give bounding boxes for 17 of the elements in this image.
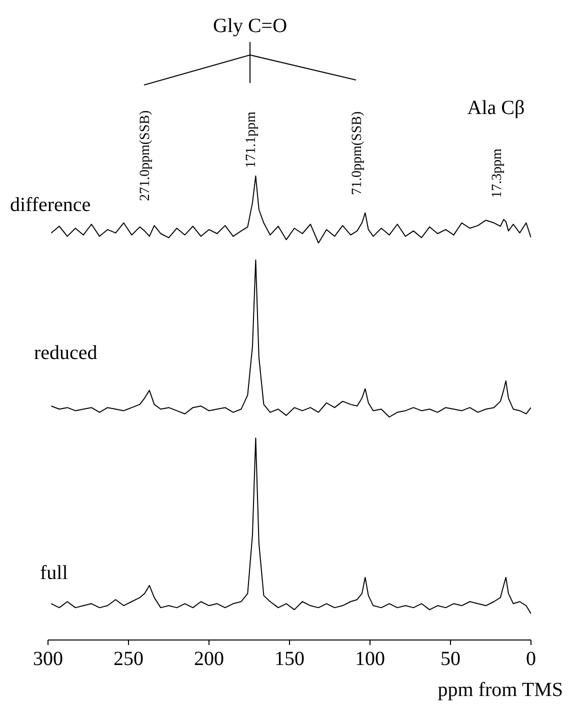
series-label: full (40, 562, 68, 585)
annotation: 17.3ppm (490, 148, 505, 198)
annotation: 271.0ppm(SSB) (138, 110, 153, 201)
series-label: difference (10, 194, 91, 217)
x-tick-label: 150 (274, 648, 304, 670)
x-tick-label: 300 (33, 648, 63, 670)
text: Ala Cβ (467, 97, 525, 119)
annotation: 71.0ppm(SSB) (350, 111, 365, 195)
x-tick-label: 0 (526, 648, 536, 670)
text: 171.1ppm (244, 112, 259, 168)
text: Gly C=O (212, 15, 288, 37)
x-axis-title: ppm from TMS (438, 679, 563, 702)
x-tick-label: 100 (355, 648, 385, 670)
x-tick-label: 250 (114, 648, 144, 670)
x-tick-label: 200 (194, 648, 224, 670)
x-tick-label: 50 (440, 648, 460, 670)
text: reduced (34, 342, 98, 365)
